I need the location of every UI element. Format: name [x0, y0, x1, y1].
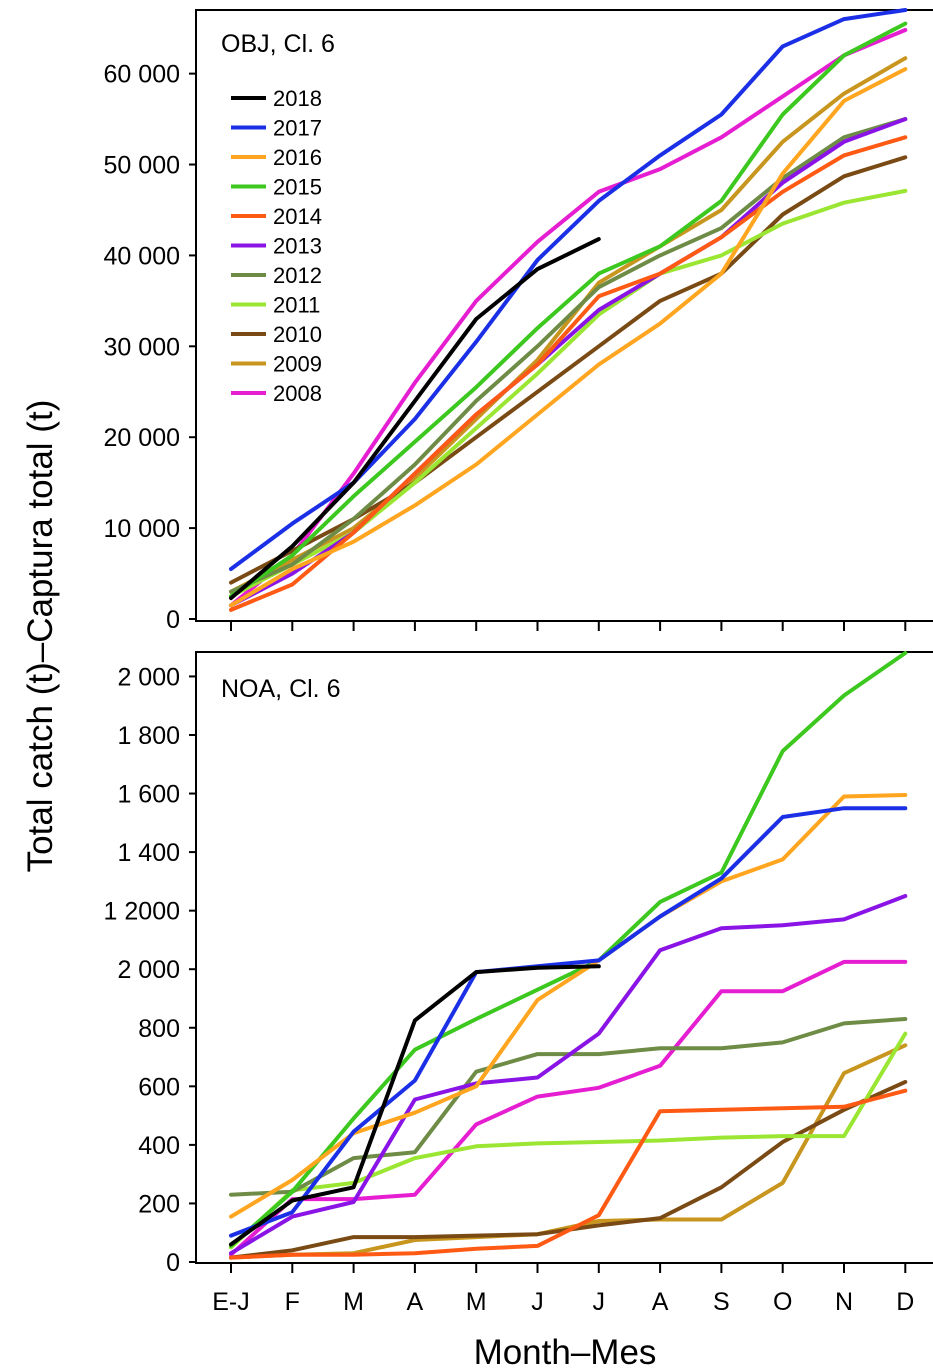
panel-noa: 0 200 400 600 800 2 000 1 2000 1 400 1 600 1 800 2… [104, 651, 933, 1277]
xtick-label: A [652, 1288, 669, 1316]
obj-ytick-label: 50 000 [104, 152, 180, 180]
obj-ytick-label: 20 000 [104, 424, 180, 452]
obj-series-2014 [229, 135, 908, 612]
noa-series-2017 [229, 806, 908, 1238]
noa-series-2014 [229, 1088, 908, 1260]
panel-noa-frame [195, 651, 933, 1264]
obj-ytick-label: 60 000 [104, 61, 180, 89]
xtick-label: F [285, 1288, 300, 1316]
legend-label-2008: 2008 [273, 381, 322, 406]
noa-ytick-label: 200 [138, 1190, 180, 1218]
xtick-label: J [593, 1288, 606, 1316]
obj-series-2015 [229, 21, 908, 599]
noa-ytick-label: 1 800 [117, 722, 180, 750]
obj-series-2018 [229, 237, 601, 601]
legend-label-2013: 2013 [273, 234, 322, 259]
xtick-label: D [896, 1288, 914, 1316]
noa-ytick-label: 1 400 [117, 839, 180, 867]
legend-label-2012: 2012 [273, 263, 322, 288]
legend-label-2018: 2018 [273, 86, 322, 111]
obj-ytick-label: 0 [166, 606, 180, 634]
xtick-label: S [713, 1288, 730, 1316]
noa-ytick-label: 400 [138, 1132, 180, 1160]
panel-obj-frame [195, 9, 933, 622]
obj-series-2017 [229, 8, 908, 571]
xtick-label: E-J [212, 1288, 250, 1316]
noa-ytick-label: 2 000 [117, 663, 180, 691]
noa-ytick-label: 600 [138, 1073, 180, 1101]
xtick-label: O [773, 1288, 792, 1316]
noa-series-2008 [229, 959, 908, 1257]
noa-series-2011 [229, 1031, 908, 1250]
y-axis-title: Total catch (t)–Captura total (t) [21, 400, 60, 873]
noa-series-2015 [229, 651, 908, 1248]
x-axis-title: Month–Mes [474, 1333, 657, 1372]
xtick-label: A [407, 1288, 424, 1316]
legend-label-2009: 2009 [273, 352, 322, 377]
legend-label-2010: 2010 [273, 322, 322, 347]
panel-obj: 0 10 000 20 000 30 000 40 000 50 000 60 000 OB… [104, 8, 933, 634]
noa-ytick-label: 800 [138, 1015, 180, 1043]
xtick-label: J [531, 1288, 544, 1316]
xtick-label: M [343, 1288, 364, 1316]
xtick-label: N [835, 1288, 853, 1316]
noa-series-2013 [229, 894, 908, 1256]
noa-ytick-label: 2 000 [117, 956, 180, 984]
panel-obj-title: OBJ, Cl. 6 [221, 30, 335, 58]
obj-ytick-label: 30 000 [104, 333, 180, 361]
noa-series-2018 [229, 964, 601, 1247]
noa-ytick-label: 0 [166, 1249, 180, 1277]
legend-label-2011: 2011 [273, 293, 320, 318]
noa-series-2016 [229, 793, 908, 1219]
obj-series-2012 [229, 117, 908, 594]
xtick-label: M [466, 1288, 487, 1316]
obj-ytick-label: 10 000 [104, 515, 180, 543]
obj-ytick-label: 40 000 [104, 242, 180, 270]
legend-label-2016: 2016 [273, 145, 322, 170]
x-axis: E-J F M A M J J A S O N D [212, 621, 914, 1316]
legend-label-2015: 2015 [273, 175, 322, 200]
obj-series-2009 [229, 56, 908, 594]
obj-series-2016 [229, 67, 908, 608]
panel-noa-title: NOA, Cl. 6 [221, 675, 340, 703]
legend-label-2017: 2017 [273, 116, 322, 141]
legend-label-2014: 2014 [273, 204, 322, 229]
noa-ytick-label: 1 600 [117, 781, 180, 809]
legend: 2018 2017 2016 2015 2014 2013 2012 2011 2010 2009… [231, 86, 322, 406]
noa-ytick-label: 1 2000 [104, 898, 180, 926]
